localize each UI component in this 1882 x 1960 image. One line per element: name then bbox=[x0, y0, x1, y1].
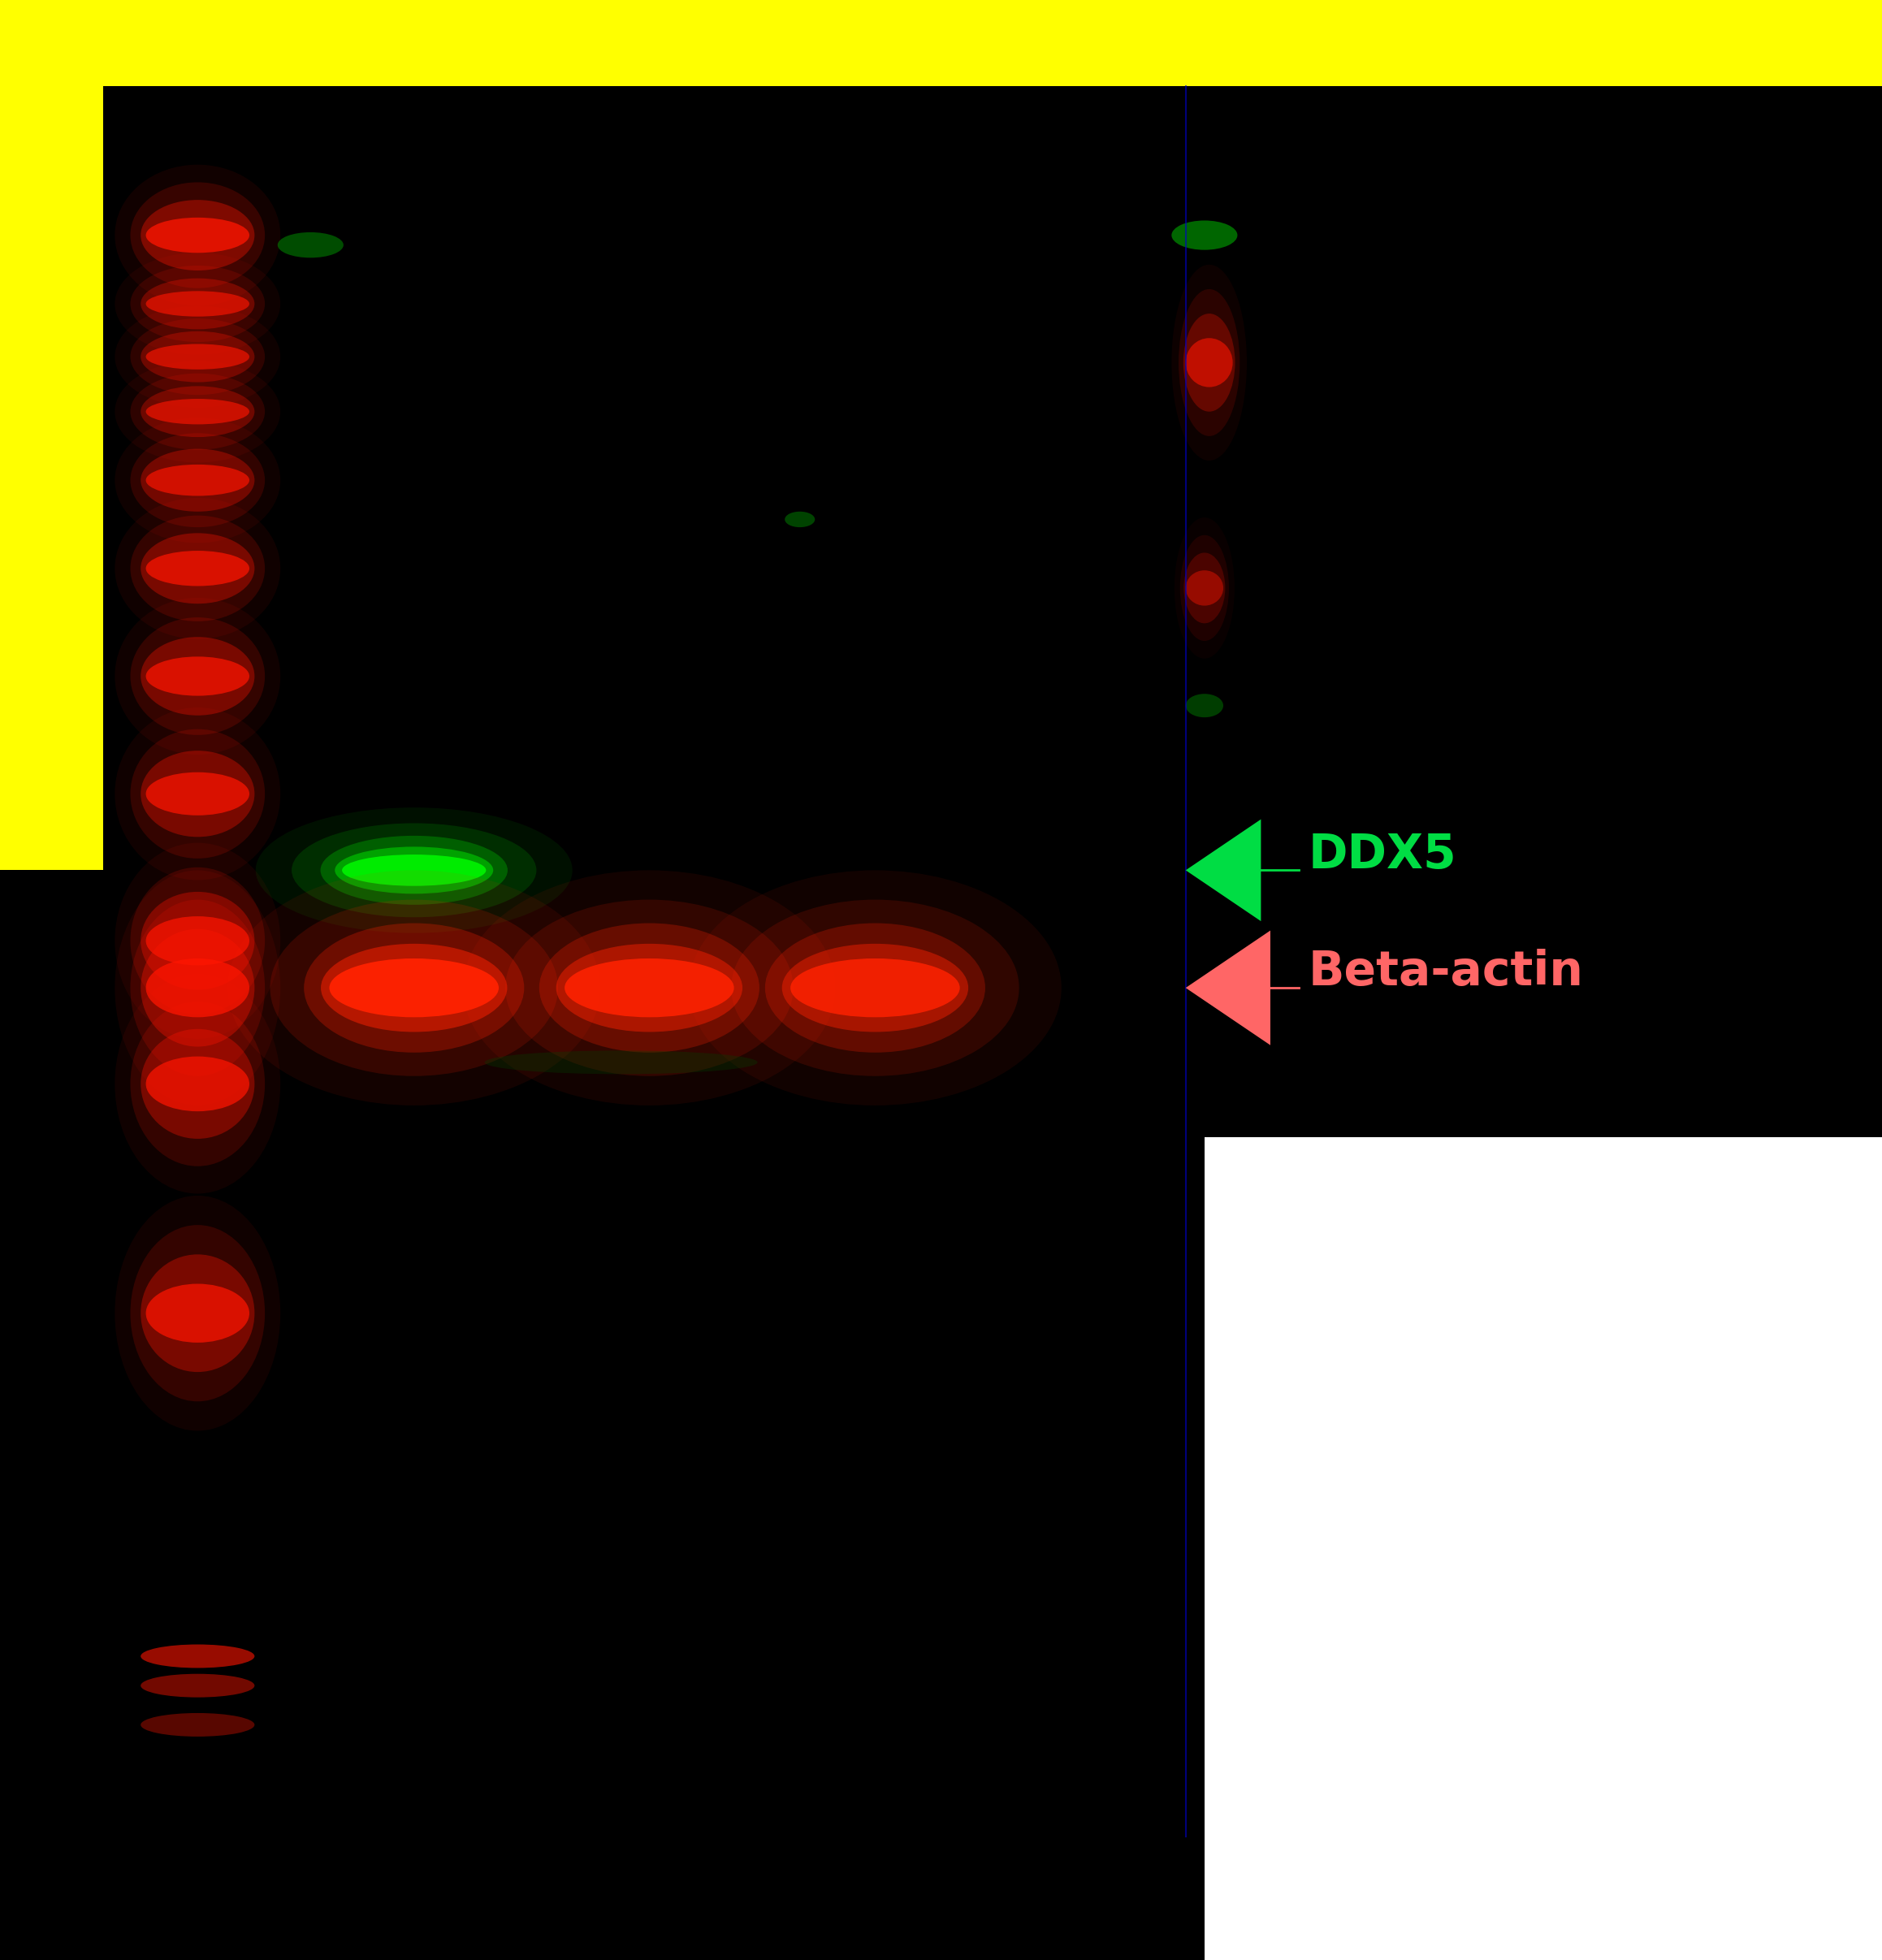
Ellipse shape bbox=[1178, 290, 1240, 437]
Ellipse shape bbox=[292, 823, 536, 917]
Ellipse shape bbox=[269, 900, 557, 1076]
Ellipse shape bbox=[343, 855, 486, 886]
Ellipse shape bbox=[130, 900, 265, 1076]
Ellipse shape bbox=[1186, 570, 1223, 606]
Ellipse shape bbox=[115, 306, 280, 408]
Text: DDX5: DDX5 bbox=[1308, 831, 1457, 878]
Ellipse shape bbox=[141, 278, 254, 329]
Ellipse shape bbox=[141, 331, 254, 382]
Ellipse shape bbox=[565, 958, 734, 1017]
Ellipse shape bbox=[145, 551, 248, 586]
Ellipse shape bbox=[1184, 314, 1235, 412]
Ellipse shape bbox=[228, 870, 600, 1105]
Ellipse shape bbox=[141, 200, 254, 270]
Ellipse shape bbox=[141, 1029, 254, 1139]
Ellipse shape bbox=[130, 868, 265, 1015]
Ellipse shape bbox=[141, 929, 254, 1047]
Ellipse shape bbox=[320, 945, 506, 1033]
Ellipse shape bbox=[555, 945, 742, 1033]
Ellipse shape bbox=[130, 617, 265, 735]
Ellipse shape bbox=[145, 657, 248, 696]
Ellipse shape bbox=[145, 345, 248, 370]
Ellipse shape bbox=[764, 923, 984, 1053]
Ellipse shape bbox=[130, 433, 265, 527]
Ellipse shape bbox=[277, 233, 343, 259]
Ellipse shape bbox=[781, 945, 967, 1033]
Bar bbox=[0, 8, 104, 870]
Ellipse shape bbox=[1180, 535, 1229, 641]
Ellipse shape bbox=[130, 182, 265, 288]
Ellipse shape bbox=[538, 923, 758, 1053]
Ellipse shape bbox=[145, 1284, 248, 1343]
Ellipse shape bbox=[141, 751, 254, 837]
Ellipse shape bbox=[141, 892, 254, 990]
Ellipse shape bbox=[329, 958, 499, 1017]
Ellipse shape bbox=[145, 400, 248, 425]
Ellipse shape bbox=[130, 1002, 265, 1166]
Ellipse shape bbox=[115, 417, 280, 543]
Ellipse shape bbox=[141, 449, 254, 512]
Ellipse shape bbox=[115, 498, 280, 639]
Ellipse shape bbox=[303, 923, 523, 1053]
Ellipse shape bbox=[141, 533, 254, 604]
Ellipse shape bbox=[141, 1674, 254, 1697]
Ellipse shape bbox=[141, 1254, 254, 1372]
Ellipse shape bbox=[1186, 339, 1233, 388]
Ellipse shape bbox=[145, 958, 248, 1017]
Ellipse shape bbox=[320, 835, 508, 906]
Ellipse shape bbox=[141, 1713, 254, 1737]
Ellipse shape bbox=[484, 1051, 757, 1074]
Ellipse shape bbox=[141, 1644, 254, 1668]
Ellipse shape bbox=[115, 361, 280, 463]
Ellipse shape bbox=[145, 1056, 248, 1111]
Ellipse shape bbox=[1171, 221, 1236, 251]
Ellipse shape bbox=[115, 974, 280, 1194]
Ellipse shape bbox=[130, 515, 265, 621]
Text: Beta-actin: Beta-actin bbox=[1308, 949, 1583, 996]
Ellipse shape bbox=[335, 847, 493, 894]
Ellipse shape bbox=[1171, 265, 1246, 461]
Ellipse shape bbox=[130, 1225, 265, 1401]
Ellipse shape bbox=[141, 386, 254, 437]
Ellipse shape bbox=[130, 267, 265, 343]
Ellipse shape bbox=[115, 708, 280, 880]
Ellipse shape bbox=[115, 870, 280, 1105]
Ellipse shape bbox=[130, 374, 265, 451]
Ellipse shape bbox=[115, 253, 280, 355]
Ellipse shape bbox=[689, 870, 1061, 1105]
Ellipse shape bbox=[1186, 694, 1223, 717]
Ellipse shape bbox=[785, 512, 815, 527]
Ellipse shape bbox=[141, 637, 254, 715]
Ellipse shape bbox=[115, 598, 280, 755]
Ellipse shape bbox=[1184, 553, 1225, 623]
Ellipse shape bbox=[463, 870, 836, 1105]
Polygon shape bbox=[1186, 931, 1270, 1045]
Ellipse shape bbox=[130, 319, 265, 396]
Ellipse shape bbox=[115, 165, 280, 306]
Ellipse shape bbox=[115, 1196, 280, 1431]
Ellipse shape bbox=[145, 917, 248, 966]
Ellipse shape bbox=[130, 729, 265, 858]
Ellipse shape bbox=[145, 465, 248, 496]
Ellipse shape bbox=[790, 958, 960, 1017]
Ellipse shape bbox=[256, 808, 572, 933]
Bar bbox=[1204, 1137, 1882, 1960]
Ellipse shape bbox=[145, 772, 248, 815]
Ellipse shape bbox=[145, 218, 248, 253]
Ellipse shape bbox=[115, 843, 280, 1039]
Ellipse shape bbox=[730, 900, 1020, 1076]
Ellipse shape bbox=[145, 292, 248, 318]
Bar bbox=[0, 0, 1882, 86]
Polygon shape bbox=[1186, 819, 1261, 921]
Ellipse shape bbox=[504, 900, 792, 1076]
